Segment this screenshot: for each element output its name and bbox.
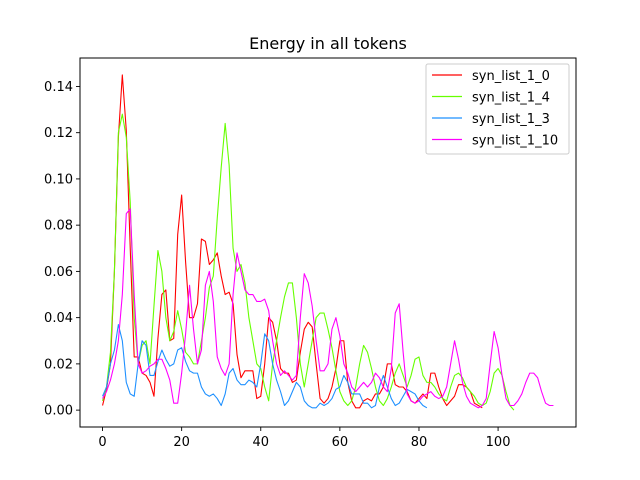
legend-frame [425,63,570,155]
x-tick-label: 40 [252,435,269,450]
y-tick-label: 0.06 [44,265,73,280]
legend-label-syn-list-1-0: syn_list_1_0 [472,69,550,84]
legend-label-syn-list-1-3: syn_list_1_3 [472,112,550,127]
y-tick-label: 0.02 [44,357,73,372]
series-line-syn-list-1-4 [102,113,515,411]
legend-label-syn-list-1-10: syn_list_1_10 [472,134,558,149]
x-tick-label: 20 [173,435,190,450]
x-axis: 0 20 40 60 80 100 [98,427,510,450]
axes-frame [79,57,577,428]
x-tick-label: 80 [411,435,428,450]
x-tick-label: 100 [486,435,511,450]
y-tick-label: 0.14 [44,80,73,95]
legend-label-syn-list-1-4: syn_list_1_4 [472,91,550,106]
series-layer [102,74,554,411]
legend-items: syn_list_1_0 syn_list_1_4 syn_list_1_3 syn_… [432,69,558,149]
legend: syn_list_1_0 syn_list_1_4 syn_list_1_3 syn_… [425,63,570,155]
y-tick-label: 0.08 [44,219,73,234]
series-line-syn-list-1-10 [102,208,554,409]
y-axis: 0.00 0.02 0.04 0.06 0.08 0.10 0.12 0.14 [44,80,80,419]
y-tick-label: 0.12 [44,126,73,141]
chart-title: Energy in all tokens [249,34,407,53]
y-tick-label: 0.04 [44,311,73,326]
series-line-syn-list-1-3 [102,324,428,409]
series-line-syn-list-1-0 [102,74,483,409]
y-tick-label: 0.10 [44,172,73,187]
x-tick-label: 0 [98,435,106,450]
y-tick-label: 0.00 [44,404,73,419]
x-tick-label: 60 [332,435,349,450]
